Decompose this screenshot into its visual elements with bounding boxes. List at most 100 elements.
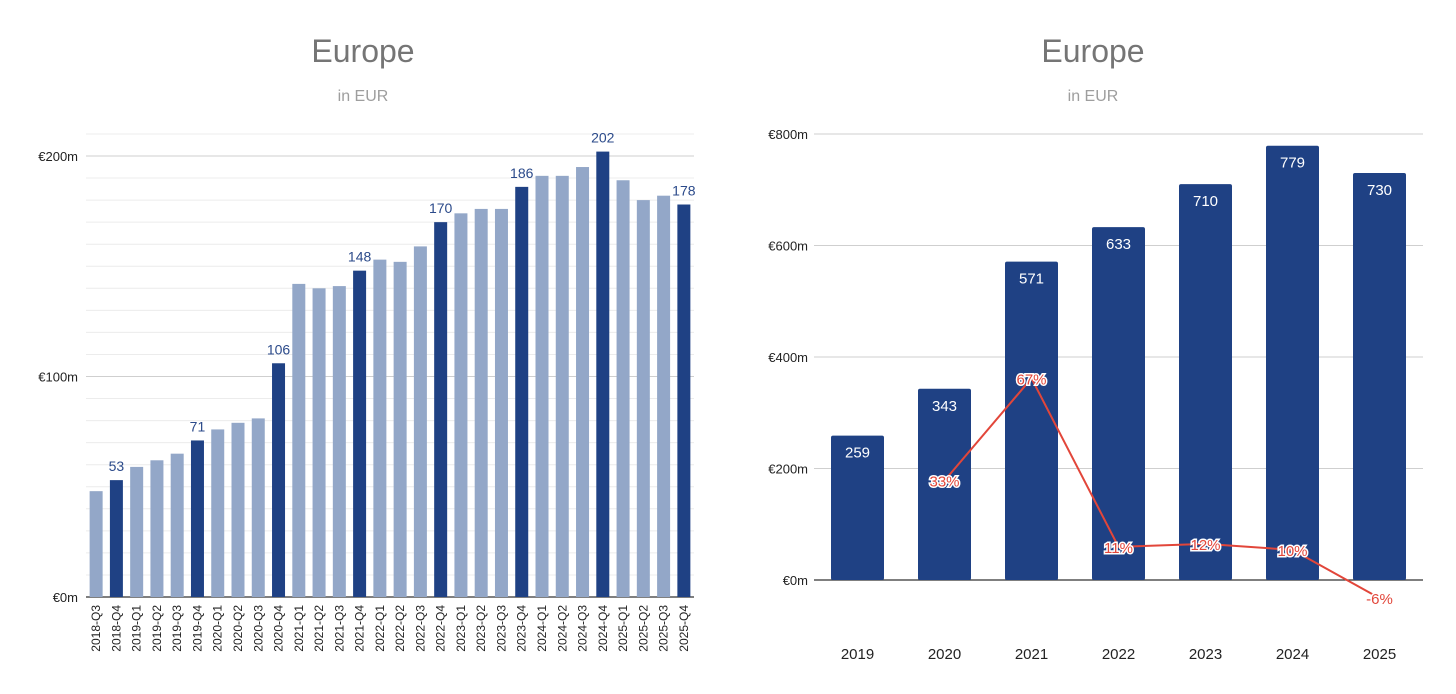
y-tick-label: €0m bbox=[53, 590, 78, 605]
data-label-2025: 730 bbox=[1367, 182, 1392, 199]
bar-2022 bbox=[1092, 227, 1145, 581]
x-tick-2021-Q2: 2021-Q2 bbox=[312, 605, 326, 652]
x-tick-2025-Q2: 2025-Q2 bbox=[636, 605, 650, 652]
x-tick-2022-Q2: 2022-Q2 bbox=[393, 605, 407, 652]
bar-2021 bbox=[1005, 261, 1058, 580]
quarterly-bar-chart: Europe in EUR 53 71 106 148 170 186 202 178 201… bbox=[38, 33, 696, 652]
x-tick-2022-Q1: 2022-Q1 bbox=[373, 605, 387, 652]
x-tick-2019-Q1: 2019-Q1 bbox=[130, 605, 144, 652]
y-tick-label: €200m bbox=[768, 462, 808, 477]
x-tick-2019-Q3: 2019-Q3 bbox=[170, 605, 184, 652]
y-tick-label: €400m bbox=[768, 350, 808, 365]
data-label-2020: 343 bbox=[932, 398, 957, 415]
data-label-2020-Q4: 106 bbox=[267, 341, 291, 357]
annual-bar-chart: Europe in EUR 259 343 571 633 710 779 730 33% 6… bbox=[768, 33, 1423, 663]
growth-label-2023: 12% bbox=[1190, 537, 1220, 554]
bar-2022-Q4 bbox=[434, 222, 448, 597]
growth-label-2022: 11% bbox=[1104, 540, 1133, 557]
bar-2025-Q1 bbox=[616, 180, 630, 597]
bar-2021-Q3 bbox=[332, 286, 346, 597]
y-tick-label: €200m bbox=[38, 149, 78, 164]
x-tick-2025-Q3: 2025-Q3 bbox=[657, 605, 671, 652]
x-tick-2021: 2021 bbox=[1015, 646, 1048, 663]
bar-2021-Q1 bbox=[292, 283, 306, 597]
growth-line bbox=[943, 376, 1380, 599]
bar-2024 bbox=[1266, 145, 1319, 580]
bar-2024-Q2 bbox=[555, 175, 569, 597]
x-tick-2025-Q4: 2025-Q4 bbox=[677, 605, 691, 652]
x-tick-2025: 2025 bbox=[1363, 646, 1396, 663]
data-label-2024: 779 bbox=[1280, 155, 1305, 172]
bar-2023-Q2 bbox=[474, 208, 488, 598]
bar-2019-Q4 bbox=[190, 440, 204, 597]
y-tick-label: €0m bbox=[783, 573, 808, 588]
x-tick-2024-Q2: 2024-Q2 bbox=[555, 605, 569, 652]
bar-2019-Q2 bbox=[150, 460, 164, 597]
bar-2024-Q1 bbox=[535, 175, 549, 597]
x-tick-2020-Q3: 2020-Q3 bbox=[251, 605, 265, 652]
bar-2021-Q2 bbox=[312, 288, 326, 597]
x-tick-2022-Q3: 2022-Q3 bbox=[413, 605, 427, 652]
x-tick-2024-Q4: 2024-Q4 bbox=[596, 605, 610, 652]
bar-2018-Q4 bbox=[109, 480, 123, 597]
bar-2019-Q3 bbox=[170, 453, 184, 597]
bar-2025-Q4 bbox=[677, 204, 691, 597]
bar-2023-Q4 bbox=[515, 186, 529, 597]
bar-2022-Q1 bbox=[373, 259, 387, 597]
x-tick-2024: 2024 bbox=[1276, 646, 1309, 663]
bar-2018-Q3 bbox=[89, 491, 103, 597]
x-tick-2020-Q2: 2020-Q2 bbox=[231, 605, 245, 652]
x-tick-2019-Q4: 2019-Q4 bbox=[190, 605, 204, 652]
bar-2023-Q1 bbox=[454, 213, 468, 597]
data-label-2018-Q4: 53 bbox=[109, 458, 125, 474]
chart1-title: Europe bbox=[311, 33, 414, 69]
x-tick-2022-Q4: 2022-Q4 bbox=[434, 605, 448, 652]
bar-2019 bbox=[831, 435, 884, 580]
x-tick-2023-Q2: 2023-Q2 bbox=[474, 605, 488, 652]
growth-label-2024: 10% bbox=[1277, 543, 1307, 560]
bar-2025 bbox=[1353, 173, 1406, 580]
x-tick-2022: 2022 bbox=[1102, 646, 1135, 663]
bar-2020-Q1 bbox=[211, 429, 225, 597]
x-tick-2020-Q4: 2020-Q4 bbox=[272, 605, 286, 652]
bar-2023-Q3 bbox=[494, 208, 508, 598]
bar-2020-Q2 bbox=[231, 422, 245, 597]
x-tick-2023-Q4: 2023-Q4 bbox=[515, 605, 529, 652]
y-tick-label: €800m bbox=[768, 127, 808, 142]
bar-2020 bbox=[918, 388, 971, 580]
chart1-subtitle: in EUR bbox=[338, 88, 389, 105]
x-tick-2023: 2023 bbox=[1189, 646, 1222, 663]
bar-2021-Q4 bbox=[353, 270, 367, 597]
x-tick-2021-Q1: 2021-Q1 bbox=[292, 605, 306, 652]
x-tick-2019: 2019 bbox=[841, 646, 874, 663]
x-tick-2020: 2020 bbox=[928, 646, 961, 663]
bar-2024-Q3 bbox=[576, 167, 590, 597]
bar-2020-Q4 bbox=[272, 363, 286, 597]
growth-label-2025: -6% bbox=[1366, 591, 1393, 608]
x-tick-2021-Q3: 2021-Q3 bbox=[332, 605, 346, 652]
x-tick-2018-Q4: 2018-Q4 bbox=[109, 605, 123, 652]
bar-2025-Q2 bbox=[636, 200, 650, 597]
x-tick-2019-Q2: 2019-Q2 bbox=[150, 605, 164, 652]
x-tick-2020-Q1: 2020-Q1 bbox=[211, 605, 225, 652]
bar-2025-Q3 bbox=[657, 195, 671, 597]
bar-2020-Q3 bbox=[251, 418, 265, 597]
x-tick-2024-Q3: 2024-Q3 bbox=[576, 605, 590, 652]
bar-2022-Q3 bbox=[413, 246, 427, 597]
data-label-2023: 710 bbox=[1193, 193, 1218, 210]
data-label-2021-Q4: 148 bbox=[348, 249, 372, 265]
chart2-subtitle: in EUR bbox=[1068, 88, 1119, 105]
data-label-2019: 259 bbox=[845, 445, 870, 462]
x-tick-2024-Q1: 2024-Q1 bbox=[535, 605, 549, 652]
data-label-2025-Q4: 178 bbox=[672, 183, 696, 199]
x-tick-2018-Q3: 2018-Q3 bbox=[89, 605, 103, 652]
bar-2024-Q4 bbox=[596, 151, 610, 597]
bar-2023 bbox=[1179, 184, 1232, 581]
x-tick-2023-Q1: 2023-Q1 bbox=[454, 605, 468, 652]
data-label-2023-Q4: 186 bbox=[510, 165, 534, 181]
y-tick-label: €600m bbox=[768, 239, 808, 254]
data-label-2021: 571 bbox=[1019, 271, 1044, 288]
data-label-2019-Q4: 71 bbox=[190, 418, 206, 434]
data-label-2024-Q4: 202 bbox=[591, 130, 615, 146]
